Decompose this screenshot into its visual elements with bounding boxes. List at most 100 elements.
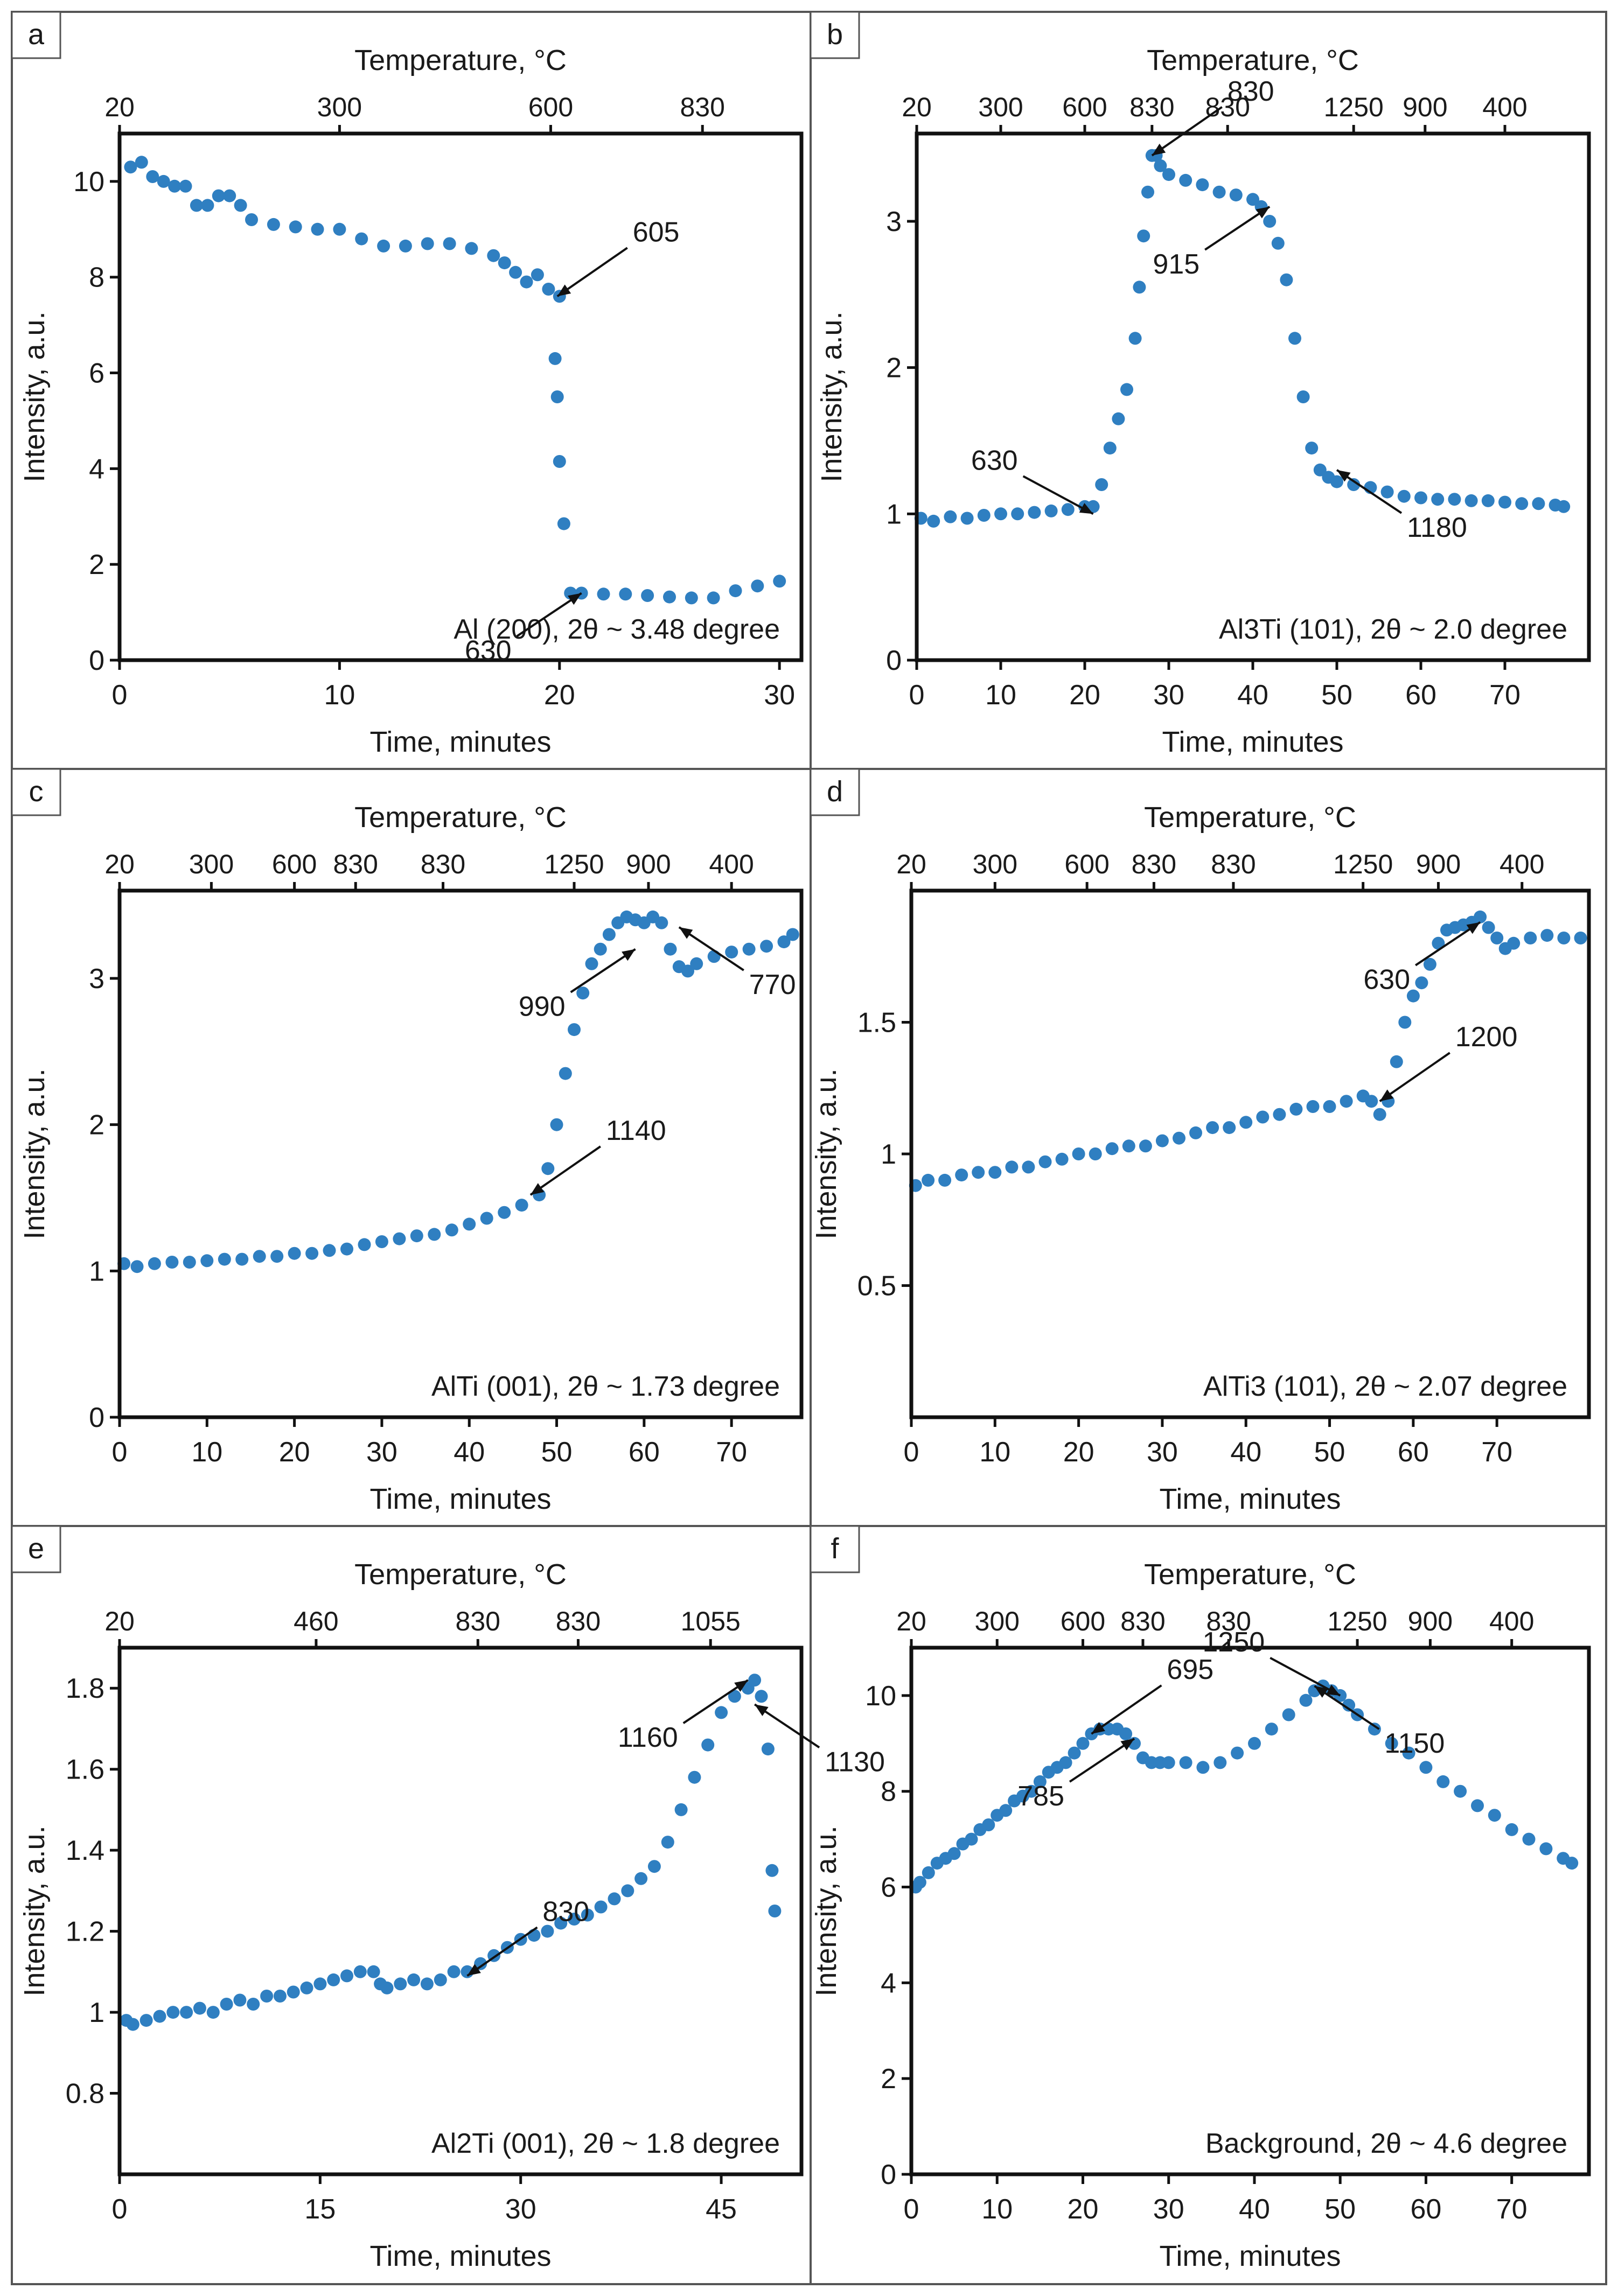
data-point [768,1905,782,1917]
annotation-label: 695 [1167,1654,1214,1685]
top-tick-label: 830 [1132,849,1176,879]
data-point [1507,936,1521,950]
data-point [1038,1155,1052,1168]
annotation-arrow [516,592,582,638]
top-tick-label: 600 [272,849,317,879]
data-point [183,1256,196,1269]
y-tick-label: 3 [89,963,104,995]
y-tick-label: 4 [881,1968,896,1999]
data-point [498,256,511,270]
y-axis-title: Intensity, a.u. [815,311,848,482]
annotation-arrowhead [1326,1684,1341,1696]
top-tick-label: 600 [1061,1606,1105,1636]
annotation-label: 1180 [1407,512,1467,543]
top-tick-label: 400 [709,849,754,879]
data-point [1340,1095,1353,1108]
data-point [206,2006,220,2019]
x-tick-label: 30 [764,680,795,711]
data-point [148,1257,161,1270]
x-tick-label: 10 [191,1437,222,1468]
data-point [1086,500,1100,513]
data-point [166,2006,180,2019]
top-tick-label: 830 [1205,92,1250,122]
data-point [180,2006,193,2019]
data-point [1044,504,1058,517]
y-tick-label: 1 [89,1997,104,2028]
x-axis-title: Time, minutes [369,726,551,758]
data-point [201,199,214,212]
data-point [1206,1121,1219,1135]
data-point [260,1990,274,2003]
data-point [1239,1116,1253,1129]
y-tick-label: 1.4 [66,1835,104,1866]
data-point [965,1832,978,1846]
data-point [487,249,500,262]
annotation-arrow [1414,921,1481,967]
data-point [1373,1108,1386,1121]
data-point [751,579,764,593]
data-point [955,1168,968,1182]
data-point [707,591,720,605]
data-point [1532,497,1545,510]
y-tick-label: 10 [73,166,104,198]
data-point [641,589,654,602]
y-tick-label: 0 [89,1402,104,1433]
data-point [1464,494,1478,507]
y-axis-title: Intensity, a.u. [18,1068,51,1239]
data-point [218,1252,231,1266]
data-point [1120,383,1133,396]
data-point [420,1977,434,1991]
data-point [927,514,940,528]
plot-frame [117,888,804,1419]
x-tick-label: 70 [716,1437,747,1468]
annotation-arrow [1091,1684,1162,1735]
series-title: Background, 2θ ~ 4.6 degree [1205,2128,1567,2159]
data-point [1119,1727,1133,1740]
data-point [245,213,258,226]
y-tick-label: 0 [886,645,902,676]
data-point [140,2014,153,2027]
annotation-label: 630 [971,445,1018,476]
data-point [1128,332,1142,345]
top-axis-title: Temperature, °C [1147,44,1359,76]
data-point [247,1998,260,2011]
top-tick-label: 1055 [681,1606,741,1636]
x-axis-title: Time, minutes [1159,2240,1341,2272]
series-title: Al3Ti (101), 2θ ~ 2.0 degree [1219,614,1567,645]
data-point [130,1260,144,1273]
data-point [554,1916,568,1930]
data-point [1365,1095,1378,1108]
top-tick-label: 20 [896,1606,926,1636]
data-point [410,1229,423,1243]
data-point [982,1818,995,1831]
data-point [1059,1756,1072,1769]
data-point [235,1252,249,1266]
data-point [1246,193,1259,206]
x-tick-label: 50 [1324,2194,1356,2225]
data-point [393,1232,406,1245]
annotation-arrow [1379,1052,1450,1102]
annotation-arrowhead [679,927,693,939]
x-tick-label: 20 [1068,2194,1099,2225]
data-point [1179,173,1192,187]
data-point [688,1770,701,1784]
data-point [305,1247,319,1260]
data-point [200,1254,214,1268]
data-point [377,239,390,253]
data-point [1522,1832,1536,1846]
top-tick-label: 300 [317,92,362,122]
y-tick-label: 1.8 [66,1673,104,1704]
data-point [548,352,562,365]
data-point [1271,236,1285,250]
data-point [1028,506,1041,519]
annotation-label: 990 [519,991,566,1023]
x-tick-label: 10 [981,2194,1013,2225]
annotation-arrow [754,1703,820,1748]
panel-d: d 0 10 20 30 40 50 60 70 0.5 1 1.5 20 300 600 830 830 125… [810,768,1591,1515]
data-point [1105,1142,1119,1156]
y-axis-title: Intensity, a.u. [810,1825,842,1996]
annotation-label: 915 [1153,249,1199,280]
top-tick-label: 300 [189,849,234,879]
data-point [972,1166,985,1179]
data-point [773,575,786,588]
